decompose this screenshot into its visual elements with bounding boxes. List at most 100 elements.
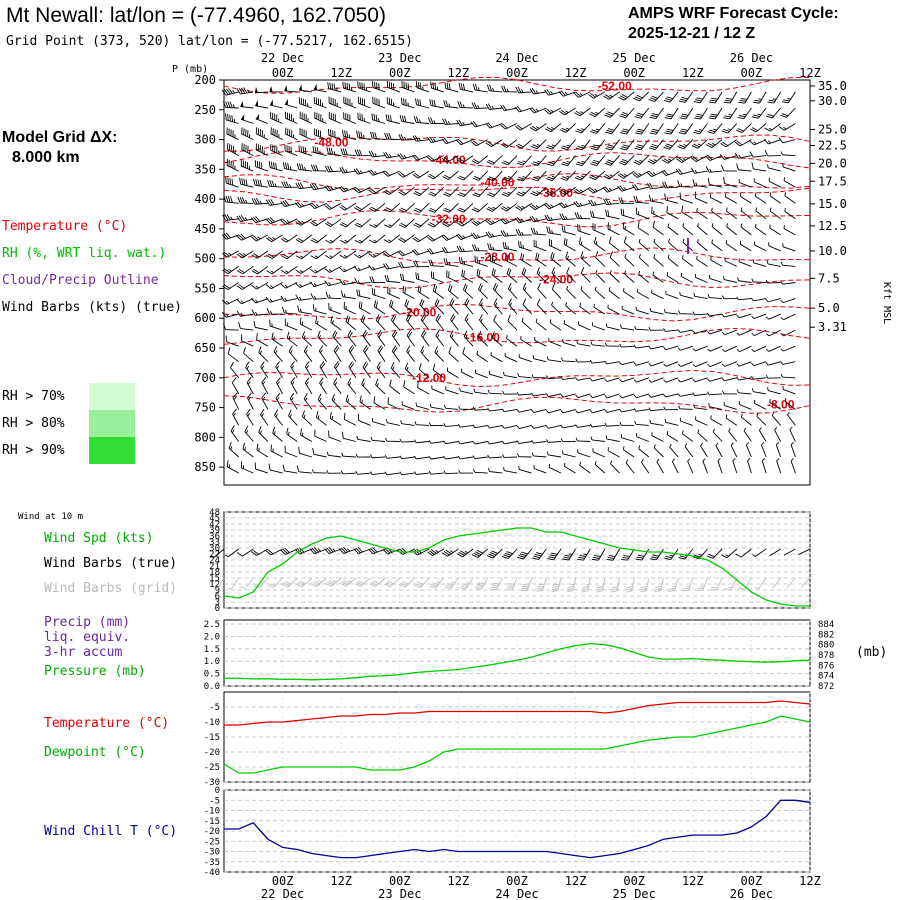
temperature-contour-label: -24.00	[539, 273, 573, 287]
pressure-tick-label: 700	[194, 371, 216, 385]
wind-barb	[421, 329, 430, 347]
pressure-tick-label: 500	[194, 252, 216, 266]
time-tick-label: 12Z	[799, 66, 821, 80]
wind-barb	[445, 386, 459, 395]
wind-barb	[747, 458, 752, 474]
wind-barb	[412, 234, 430, 243]
wind-barb	[548, 463, 562, 474]
wind-barb	[221, 88, 239, 96]
wind-barb	[441, 246, 459, 254]
wind-barb	[765, 313, 781, 320]
wind-barb	[546, 356, 562, 363]
wind-barb	[710, 256, 723, 267]
wind-barb	[333, 377, 342, 395]
wind-barb	[477, 330, 489, 347]
wind-barb	[530, 139, 547, 150]
wind-barb	[250, 298, 269, 304]
wind-barb	[780, 298, 796, 304]
time-tick-label: 00Z	[741, 874, 763, 888]
y-tick-label: -40	[204, 868, 220, 878]
wind-barb	[442, 202, 459, 213]
wind-barb	[240, 461, 254, 474]
wind-barb	[265, 282, 283, 290]
wind-barb	[681, 255, 694, 267]
wind-barb	[417, 285, 430, 299]
wind-barb	[588, 91, 606, 99]
wind-barb	[258, 346, 269, 363]
wind-barb	[695, 416, 708, 426]
wind-10m-grid-barb	[474, 577, 489, 590]
wind-barb	[347, 330, 357, 347]
wind-barb	[566, 285, 576, 299]
wind-barb	[707, 177, 723, 188]
height-tick-label: 10.0	[818, 244, 847, 258]
wind-barb	[266, 266, 283, 275]
wind-barb	[679, 417, 693, 426]
wind-barb	[736, 296, 752, 301]
wind-barb	[298, 446, 313, 458]
wind-barb	[605, 209, 620, 220]
wind-barb	[753, 91, 767, 104]
wind-barb	[619, 361, 635, 366]
date-label: 22 Dec	[261, 887, 304, 900]
wind-barb	[376, 361, 386, 379]
wind-barb	[434, 298, 445, 315]
wind-barb	[680, 272, 694, 283]
wind-barb	[618, 91, 635, 101]
wind-barb	[280, 282, 298, 289]
wind-10m-grid-barb	[296, 577, 313, 588]
wind-barb	[562, 338, 576, 347]
wind-barb	[339, 218, 357, 228]
wind-barb	[298, 145, 313, 157]
wind-10m-barb	[224, 548, 239, 558]
wind-barb	[677, 180, 693, 188]
wind-barb	[472, 83, 488, 93]
wind-barb	[325, 234, 342, 244]
wind-barb	[458, 82, 474, 93]
wind-barb	[284, 144, 298, 157]
wind-barb	[722, 390, 737, 395]
wind-barb	[375, 378, 386, 395]
wind-barb	[243, 346, 254, 363]
wind-barb	[676, 155, 694, 163]
wind-10m-grid-barb	[228, 577, 240, 590]
temperature-contour-label: -52.00	[598, 79, 632, 93]
wind-barb	[790, 442, 796, 458]
wind-barb	[625, 459, 635, 474]
wind-barb	[697, 239, 708, 252]
wind-barb	[579, 461, 591, 474]
wind-barb	[449, 298, 459, 315]
wind-barb	[443, 440, 459, 445]
wind-barb	[661, 155, 679, 164]
wind-barb	[341, 431, 357, 442]
wind-barb	[736, 163, 752, 172]
wind-barb	[575, 393, 591, 399]
wind-barb	[695, 191, 708, 204]
y-tick-label: 18	[209, 568, 220, 578]
wind-barb	[413, 260, 430, 268]
wind-barb	[749, 151, 767, 158]
y-tick-label: 36	[209, 532, 220, 542]
wind-barb	[223, 195, 239, 204]
wind-barb	[560, 393, 576, 398]
wind-barb	[266, 308, 283, 315]
wind-10m-grid-barb	[429, 577, 445, 589]
wind-barb	[782, 243, 796, 252]
pressure-unit-label: (mb)	[856, 645, 887, 660]
wind-barb	[362, 361, 371, 379]
wind-10m-grid-barb	[505, 577, 518, 591]
wind-barb	[751, 313, 767, 319]
wind-barb	[240, 100, 254, 109]
temp-panel-label: Temperature (°C)	[44, 716, 169, 731]
y-tick-label: -30	[204, 778, 220, 788]
wind-barb	[784, 192, 796, 204]
wind-10m-barb	[236, 548, 254, 557]
wind-barb	[649, 307, 664, 315]
wind-barb	[289, 392, 298, 410]
wind-barb	[736, 329, 752, 336]
wind-barb	[472, 406, 488, 411]
wind-barb	[369, 234, 386, 244]
forecast-cycle-value: 2025-12-21 / 12 Z	[628, 25, 755, 42]
